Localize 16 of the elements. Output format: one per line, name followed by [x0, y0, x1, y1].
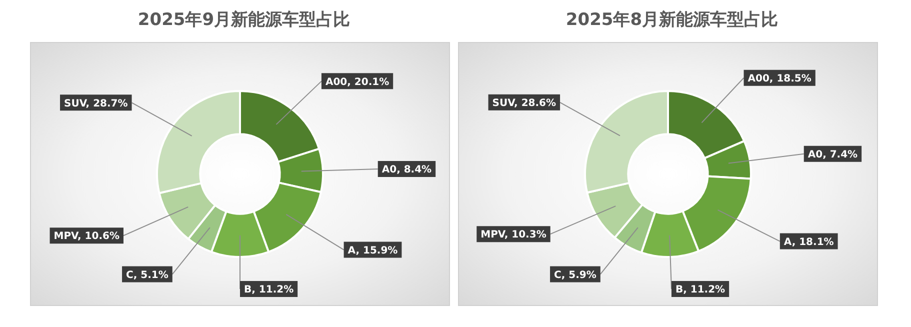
slice-label: A0, 7.4%	[808, 149, 858, 160]
chart-title: 2025年9月新能源车型占比	[136, 9, 352, 31]
slice-label: A00, 20.1%	[325, 76, 390, 88]
slice-label: A, 15.9%	[348, 245, 398, 256]
slice-label: B, 11.2%	[244, 284, 294, 296]
slice-label: MPV, 10.3%	[480, 230, 546, 241]
slice-label: MPV, 10.6%	[54, 231, 120, 242]
slice-label: C, 5.1%	[126, 270, 168, 281]
slice-label: SUV, 28.7%	[64, 98, 128, 110]
slice-label: A0, 8.4%	[382, 164, 432, 176]
slice-label: A00, 18.5%	[748, 73, 812, 84]
slice-label: C, 5.9%	[554, 270, 596, 281]
slice-label: A, 18.1%	[784, 236, 834, 248]
chart-title: 2025年8月新能源车型占比	[564, 9, 780, 31]
slice-label: B, 11.2%	[675, 284, 726, 296]
slice-label: SUV, 28.6%	[492, 98, 556, 109]
